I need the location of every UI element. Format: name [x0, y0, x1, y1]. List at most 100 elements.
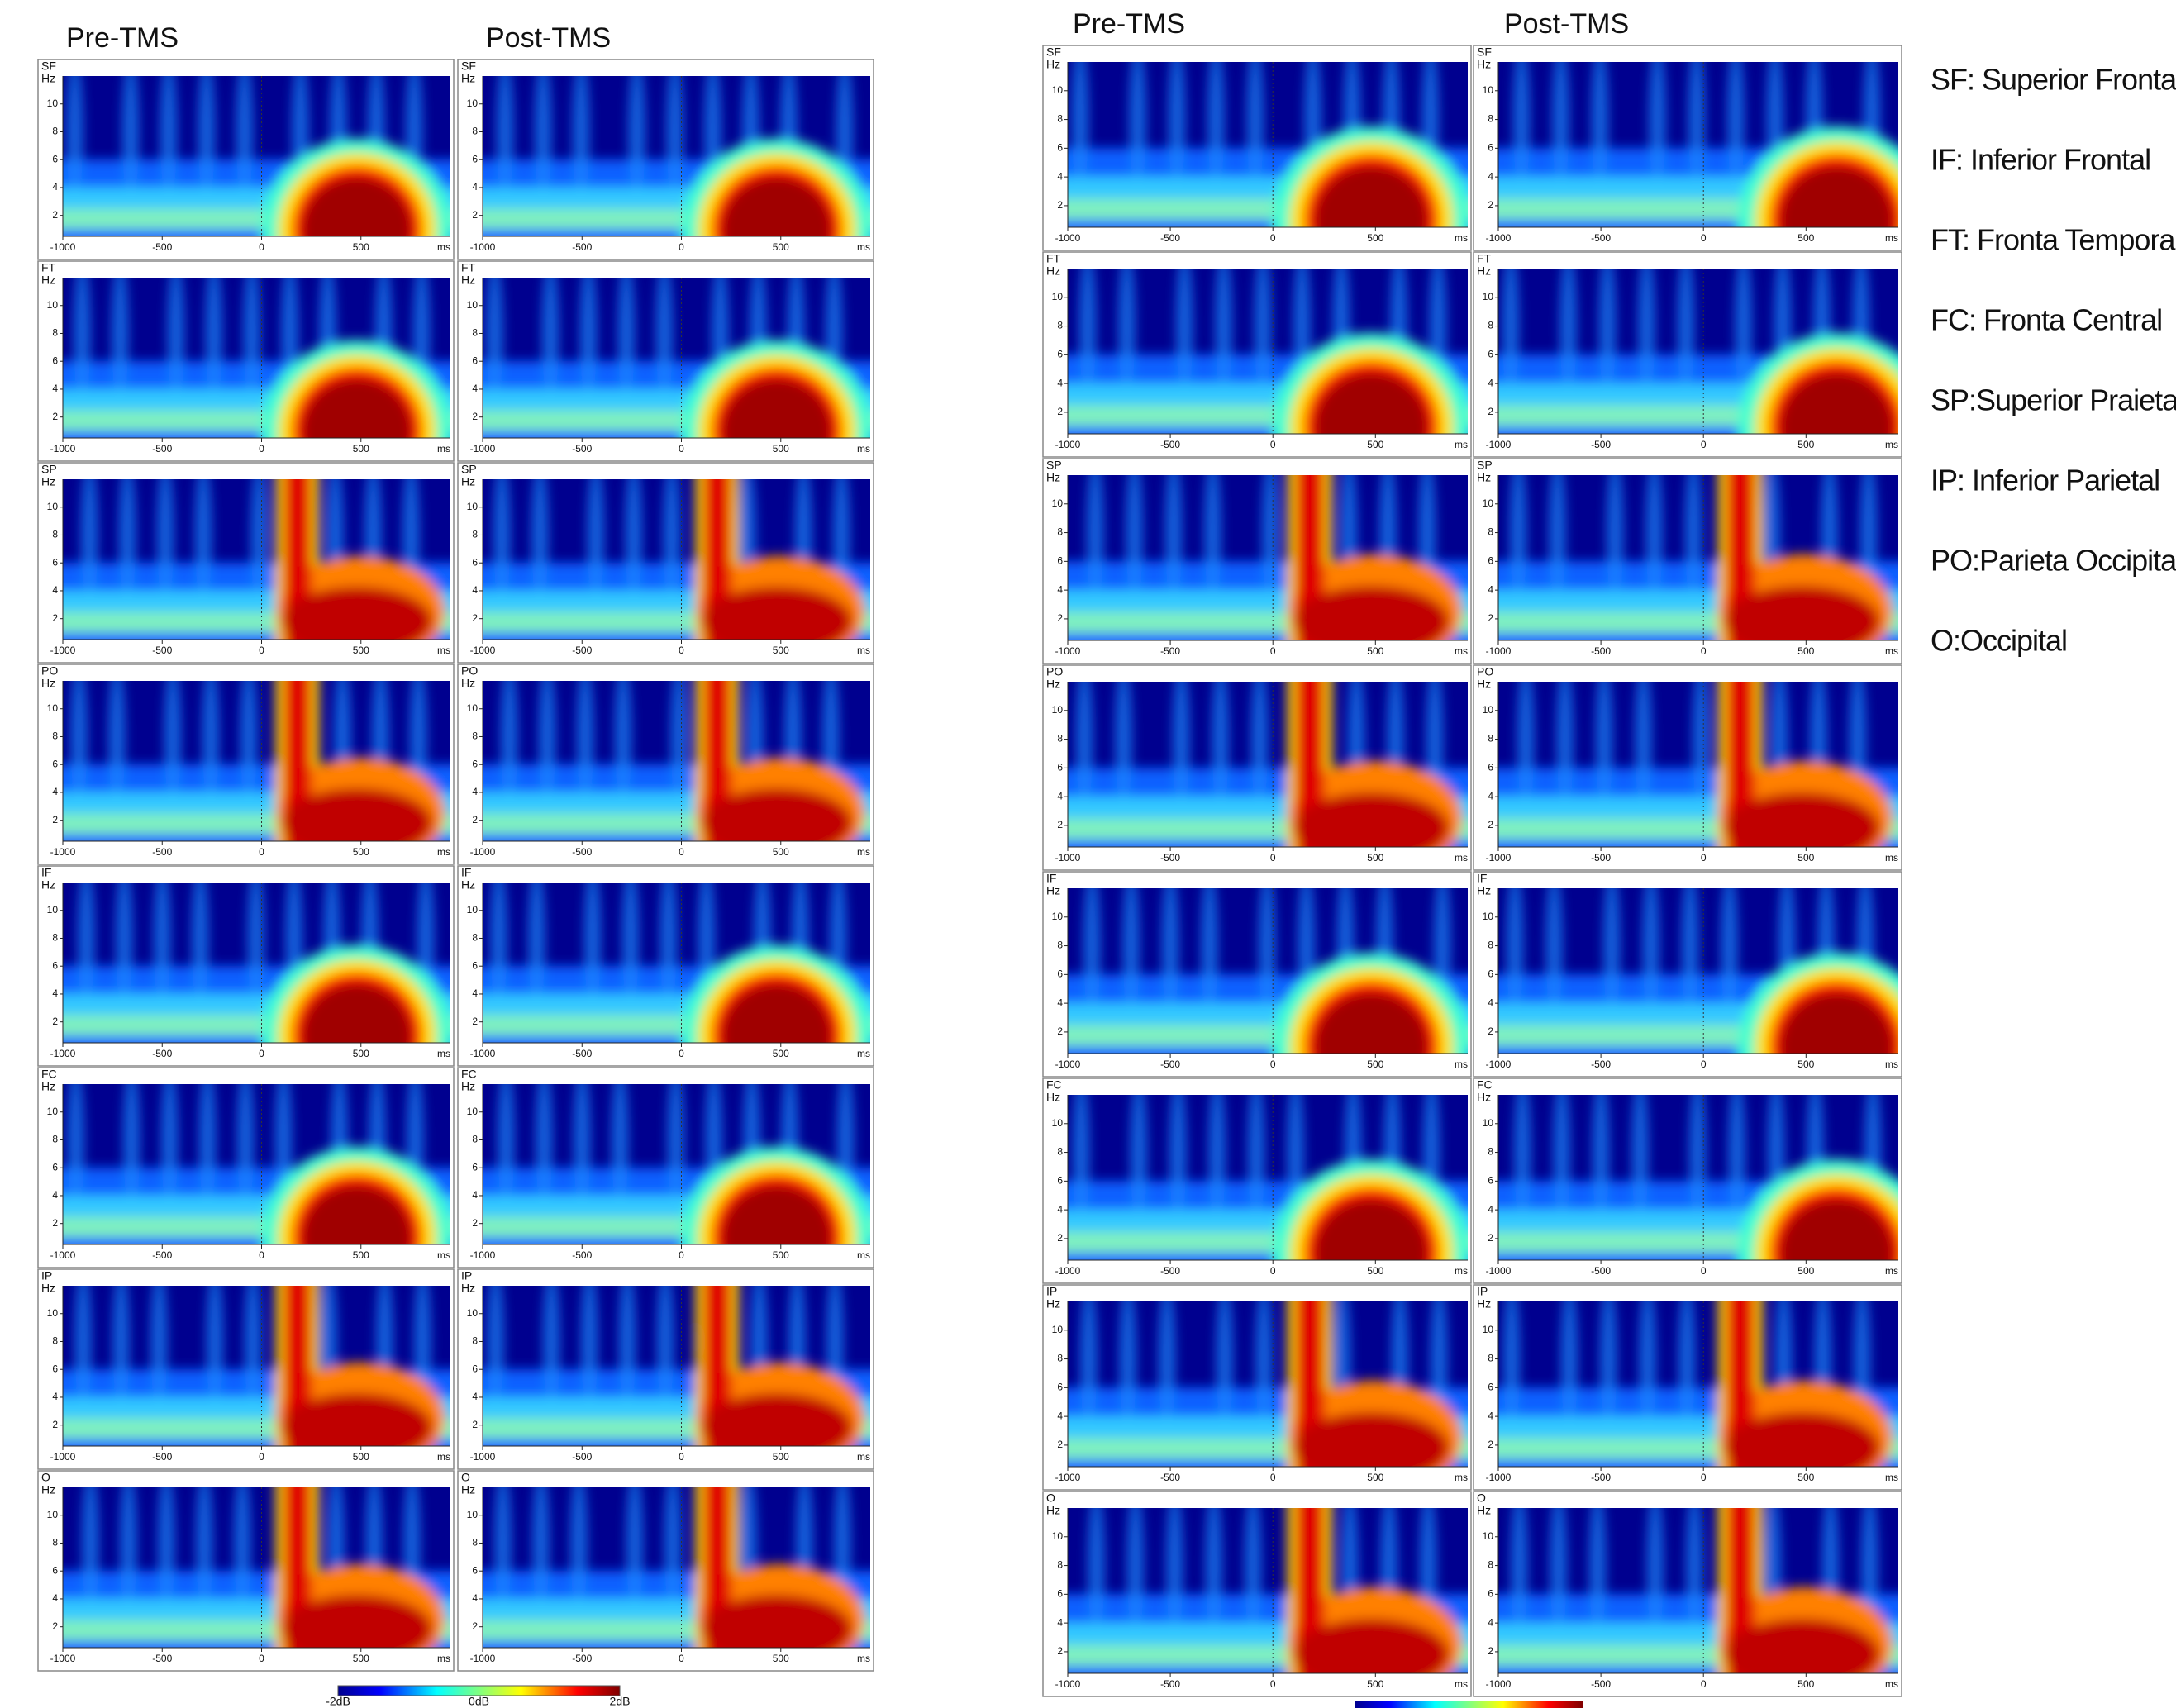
streak — [1176, 269, 1193, 401]
tail — [1724, 792, 1880, 847]
y-tick-label: 4 — [1488, 1616, 1493, 1628]
y-tick-label: 8 — [1488, 1559, 1493, 1571]
heatmap — [483, 1286, 870, 1446]
time-unit: ms — [1455, 439, 1468, 450]
y-tick-label: 6 — [1057, 968, 1063, 980]
x-tick-label: -1000 — [1486, 232, 1512, 244]
heatmap-blur — [483, 1084, 870, 1244]
streak — [123, 1084, 140, 1212]
freq-unit: Hz — [461, 1483, 475, 1496]
x-tick-label: -500 — [1591, 1678, 1611, 1690]
x-tick-label: -500 — [1160, 1059, 1180, 1070]
streak — [1502, 269, 1519, 401]
y-tick-label: 6 — [1488, 555, 1493, 567]
streak — [1262, 475, 1279, 607]
y-tick-label: 6 — [1057, 349, 1063, 360]
streak — [1677, 269, 1694, 401]
streak — [584, 883, 602, 1011]
heatmap-blur — [63, 1286, 450, 1446]
y-tick-label: 6 — [1057, 762, 1063, 773]
y-tick-label: 10 — [1052, 911, 1064, 922]
heatmap-blur — [1498, 682, 1898, 847]
streak — [628, 76, 645, 204]
heatmap — [63, 681, 450, 841]
streak — [1593, 1095, 1610, 1227]
heatmap-blur — [1498, 475, 1898, 640]
x-tick-label: 500 — [1367, 439, 1383, 450]
x-tick-label: -500 — [1591, 645, 1611, 657]
y-tick-label: 8 — [1488, 1353, 1493, 1364]
y-tick-label: 8 — [1488, 1146, 1493, 1158]
streak — [160, 76, 177, 204]
y-tick-label: 2 — [1488, 1025, 1493, 1037]
y-tick-label: 6 — [52, 758, 58, 769]
tail — [281, 787, 433, 841]
time-unit: ms — [1455, 852, 1468, 864]
y-tick-label: 8 — [1057, 1146, 1063, 1158]
streak — [112, 278, 129, 406]
x-tick-label: -1000 — [470, 1653, 496, 1664]
heatmap-blur — [483, 681, 870, 841]
channel-label: SF — [1477, 45, 1492, 59]
x-tick-label: 0 — [259, 443, 264, 454]
streak — [74, 278, 91, 406]
streak — [1721, 888, 1738, 1021]
streak — [655, 278, 673, 406]
y-tick-label: 4 — [52, 1592, 58, 1604]
streak — [1559, 269, 1577, 401]
freq-unit: Hz — [1046, 264, 1060, 278]
channel-label: FT — [461, 261, 476, 274]
blob — [1313, 165, 1429, 227]
x-tick-label: 0 — [1270, 852, 1276, 864]
x-tick-label: -1000 — [1055, 1472, 1081, 1483]
streak — [1080, 1301, 1098, 1434]
time-unit: ms — [1885, 1678, 1898, 1690]
x-tick-label: 0 — [1701, 1472, 1707, 1483]
x-tick-label: -1000 — [50, 1653, 76, 1664]
streak — [237, 1084, 255, 1212]
freq-unit: Hz — [1477, 264, 1491, 278]
blob — [1779, 372, 1895, 434]
y-tick-label: 4 — [1057, 377, 1063, 388]
channel-label: IF — [1046, 872, 1056, 885]
streak — [206, 1286, 223, 1414]
channel-label: FC — [1046, 1078, 1062, 1092]
x-tick-label: -500 — [572, 1653, 592, 1664]
x-tick-label: -1000 — [50, 645, 76, 656]
x-tick-label: -500 — [572, 443, 592, 454]
blob — [721, 176, 833, 236]
y-tick-label: 2 — [472, 1016, 478, 1027]
x-tick-label: 500 — [1797, 1678, 1814, 1690]
channel-label: IF — [461, 866, 471, 879]
streak — [1126, 475, 1143, 607]
heatmap — [1068, 888, 1468, 1054]
streak — [1248, 1095, 1265, 1227]
streak — [1678, 1301, 1696, 1434]
streak — [122, 76, 140, 204]
time-unit: ms — [1885, 439, 1898, 450]
y-tick-label: 8 — [52, 932, 58, 944]
x-tick-label: 500 — [773, 443, 789, 454]
heatmap-blur — [1068, 1508, 1468, 1673]
channel-label: PO — [461, 664, 478, 678]
y-tick-label: 6 — [1057, 1382, 1063, 1393]
streak — [501, 681, 518, 809]
streak — [1126, 1508, 1144, 1640]
x-tick-label: -1000 — [470, 645, 496, 656]
freq-unit: Hz — [1477, 678, 1491, 691]
y-tick-label: 4 — [1488, 583, 1493, 595]
y-tick-label: 2 — [1057, 1025, 1063, 1037]
y-tick-label: 10 — [1483, 497, 1494, 509]
streak — [1638, 269, 1655, 401]
x-tick-label: 500 — [1367, 1059, 1383, 1070]
y-tick-label: 10 — [467, 98, 479, 109]
freq-unit: Hz — [1046, 1091, 1060, 1104]
x-tick-label: 0 — [1701, 232, 1707, 244]
streak — [542, 278, 559, 406]
